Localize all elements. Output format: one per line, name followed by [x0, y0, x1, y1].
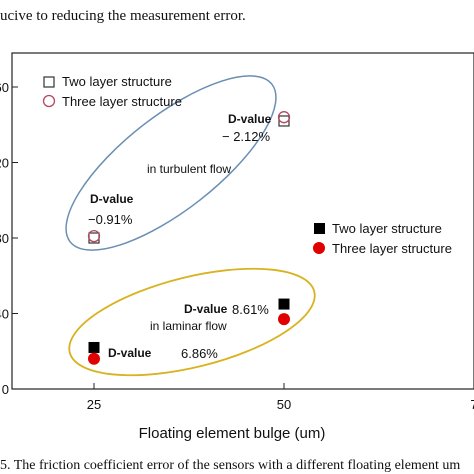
legend-open-square-marker	[43, 76, 55, 88]
turbulent-ellipse	[65, 75, 277, 251]
legend-filled-square-marker	[314, 223, 325, 234]
y-tick-label: 80	[0, 231, 9, 246]
d-value-turb-low: −0.91%	[88, 212, 133, 227]
x-tick-label: 25	[87, 397, 101, 412]
legend-label-two-layer-filled: Two layer structure	[332, 221, 442, 236]
d-value-lam-low: 6.86%	[181, 346, 218, 361]
point-three-layer-laminar	[88, 352, 100, 365]
d-value-label-turb-high: D-value	[228, 112, 272, 126]
laminar-ellipse	[68, 267, 316, 377]
point-three-layer-turbulent	[277, 111, 291, 124]
legend-label-three-layer-open: Three layer structure	[62, 94, 182, 109]
top-text: ucive to reducing the measurement error.	[0, 8, 246, 24]
point-two-layer-laminar	[88, 341, 100, 353]
y-tick-label: 40	[0, 307, 9, 322]
legend-turbulent: Two layer structure Three layer structur…	[42, 74, 182, 109]
d-value-lam-high: 8.61%	[232, 302, 269, 317]
d-value-turb-high: − 2.12%	[222, 129, 271, 144]
laminar-flow-label: in laminar flow	[150, 319, 227, 333]
legend-label-three-layer-filled: Three layer structure	[332, 241, 452, 256]
point-two-layer-turbulent	[278, 115, 290, 127]
legend-open-circle-marker	[42, 94, 56, 108]
turbulent-flow-label: in turbulent flow	[147, 162, 231, 176]
point-three-layer-laminar	[278, 313, 290, 326]
d-value-label-lam-low: D-value	[108, 346, 152, 360]
d-value-label-lam-high: D-value	[184, 302, 228, 316]
plot-frame	[11, 52, 474, 390]
figure-caption: 5. The friction coefficient error of the…	[0, 458, 460, 473]
y-tick-label: 0	[2, 382, 9, 397]
x-tick-label: 50	[277, 397, 291, 412]
point-three-layer-turbulent	[87, 229, 101, 243]
y-tick-label: 20	[0, 156, 9, 171]
x-tick-label: 7	[470, 397, 474, 412]
y-tick-label: 60	[0, 80, 9, 95]
y-axis: 0 40 80 20 60	[0, 80, 18, 397]
d-value-label-turb-low: D-value	[90, 192, 134, 206]
x-axis: 25 50 7	[87, 383, 474, 412]
legend-filled-circle-marker	[313, 242, 325, 254]
point-two-layer-laminar	[278, 298, 290, 310]
legend-laminar: Two layer structure Three layer structur…	[313, 221, 452, 256]
x-axis-label: Floating element bulge (um)	[139, 425, 326, 442]
legend-label-two-layer-open: Two layer structure	[62, 74, 172, 89]
data-points	[87, 111, 291, 365]
